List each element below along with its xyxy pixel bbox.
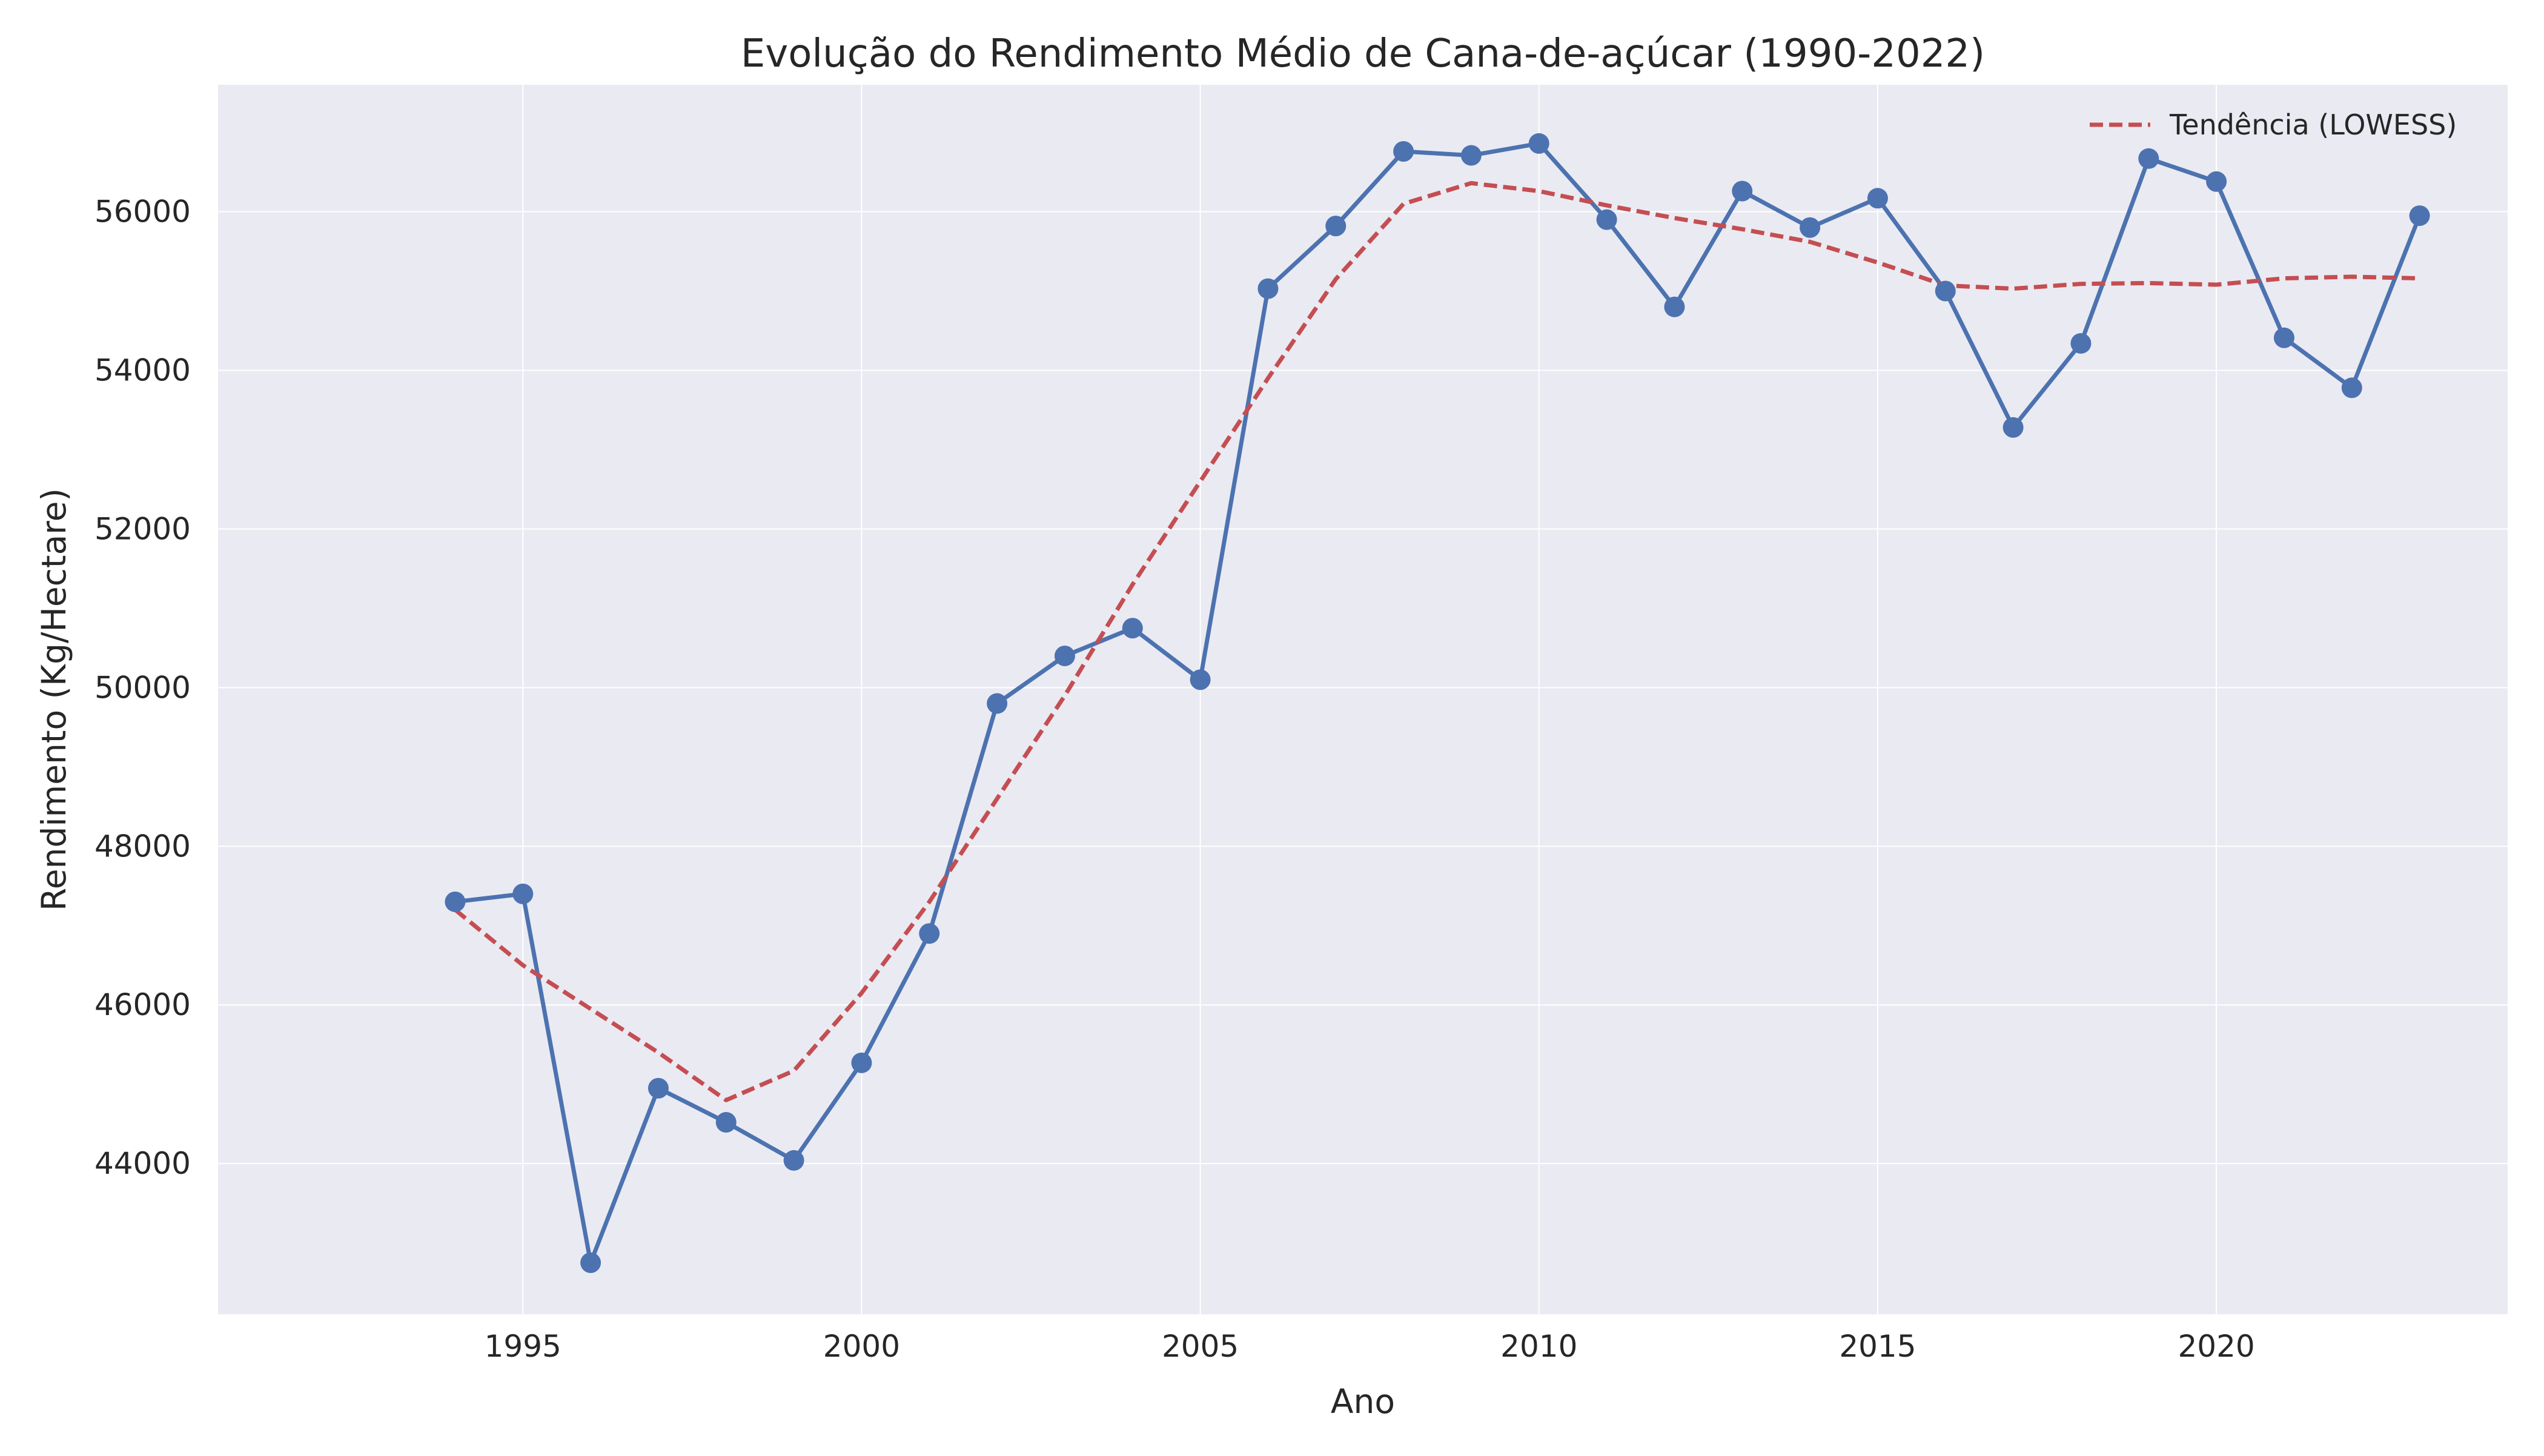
y-axis-label: Rendimento (Kg/Hectare) xyxy=(35,488,73,911)
data-point xyxy=(648,1077,669,1099)
x-axis-ticks: 1995 2000 2005 2010 2015 2020 xyxy=(485,1329,2255,1364)
y-tick-label: 54000 xyxy=(94,352,191,388)
data-point xyxy=(1460,145,1482,166)
y-tick-label: 44000 xyxy=(94,1146,191,1181)
plot-area xyxy=(218,85,2508,1314)
y-tick-label: 46000 xyxy=(94,987,191,1022)
data-point xyxy=(1528,133,1549,154)
data-point xyxy=(1867,188,1888,209)
data-point xyxy=(1935,280,1956,302)
series-line-rendimento xyxy=(454,141,2422,1265)
data-point xyxy=(1393,141,1414,162)
data-point xyxy=(2002,417,2024,438)
x-tick-label: 2010 xyxy=(1500,1329,1577,1364)
data-point xyxy=(2138,148,2159,169)
data-point xyxy=(987,693,1008,714)
y-tick-label: 50000 xyxy=(94,670,191,705)
y-tick-label: 52000 xyxy=(94,511,191,546)
legend: Tendência (LOWESS) xyxy=(2090,108,2457,141)
data-point xyxy=(1800,217,1821,238)
data-point xyxy=(1122,618,1143,639)
data-point xyxy=(2341,377,2362,399)
data-point xyxy=(1257,278,1279,299)
data-point xyxy=(1596,209,1617,230)
data-point xyxy=(1054,645,1075,666)
data-point xyxy=(1664,296,1685,317)
data-point xyxy=(2409,205,2430,227)
data-point xyxy=(2206,171,2227,192)
x-tick-label: 2015 xyxy=(1839,1329,1916,1364)
x-axis-label: Ano xyxy=(1331,1382,1395,1421)
data-point xyxy=(919,923,940,944)
chart-title: Evolução do Rendimento Médio de Cana-de-… xyxy=(741,31,1985,76)
legend-label-trend: Tendência (LOWESS) xyxy=(2169,108,2457,141)
y-tick-label: 48000 xyxy=(94,829,191,864)
series-layer xyxy=(445,133,2430,1273)
series-line-lowess-trend xyxy=(454,180,2420,1102)
y-axis-ticks: 44000 46000 48000 50000 52000 54000 56000 xyxy=(94,194,191,1182)
x-tick-label: 2005 xyxy=(1162,1329,1239,1364)
x-tick-label: 2020 xyxy=(2178,1329,2254,1364)
data-point xyxy=(2070,333,2092,354)
data-point xyxy=(715,1112,737,1133)
data-point xyxy=(1325,216,1347,237)
data-point xyxy=(2273,327,2294,348)
x-tick-label: 1995 xyxy=(485,1329,561,1364)
data-point xyxy=(445,891,466,912)
data-point xyxy=(1190,669,1211,690)
y-tick-label: 56000 xyxy=(94,194,191,230)
data-point xyxy=(1732,180,1753,202)
data-point xyxy=(851,1052,872,1073)
data-point xyxy=(783,1150,804,1171)
grid xyxy=(218,85,2508,1314)
x-tick-label: 2000 xyxy=(823,1329,900,1364)
data-point xyxy=(580,1252,601,1273)
data-point xyxy=(512,883,534,904)
